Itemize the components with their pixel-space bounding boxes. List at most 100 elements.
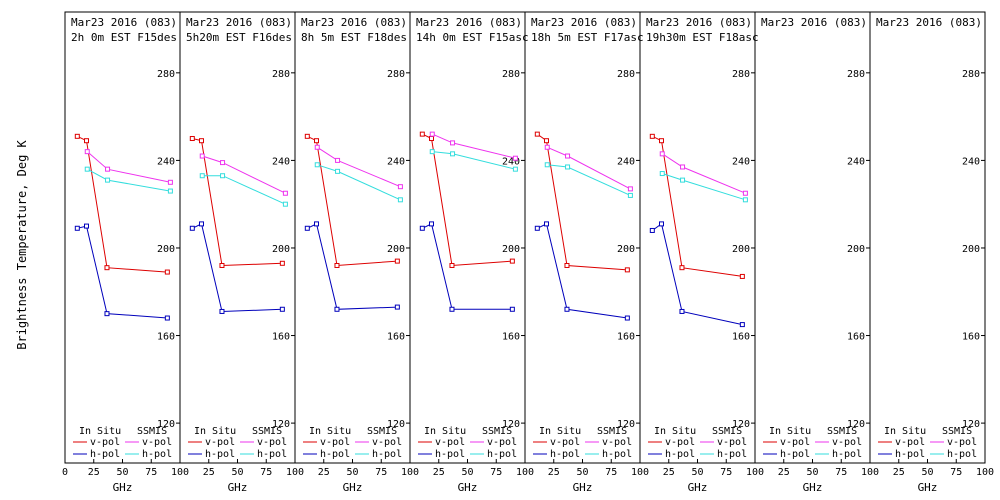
y-tick-label: 240 (272, 156, 290, 167)
x-tick-label: 50 (461, 467, 473, 478)
x-tick-label: 25 (433, 467, 445, 478)
series-line-in-situ-h-pol (77, 225, 168, 319)
data-point-in-situ-h-pol (624, 315, 630, 321)
data-point-ssmis-v-pol (742, 190, 748, 196)
legend-ssmis-label: SSMIS (252, 426, 282, 437)
x-tick-label: 75 (605, 467, 617, 478)
legend-insitu-label: In Situ (424, 426, 466, 437)
data-point-in-situ-v-pol (739, 273, 745, 279)
legend-ssmis-label: SSMIS (137, 426, 167, 437)
y-tick-label: 160 (157, 332, 175, 343)
legend-insitu-v-label: v-pol (205, 437, 235, 448)
data-point-ssmis-v-pol (314, 144, 320, 150)
y-axis-label: Brightness Temperature, Deg K (15, 139, 29, 349)
x-tick-label: 50 (921, 467, 933, 478)
y-tick-label: 280 (272, 69, 290, 80)
panel-subtitle: 5h20m EST F16des (186, 31, 292, 44)
data-point-in-situ-h-pol (429, 221, 435, 227)
legend-ssmis-h-label: h-pol (947, 449, 977, 460)
data-point-in-situ-v-pol (84, 138, 90, 144)
x-tick-label: 75 (950, 467, 962, 478)
data-point-ssmis-h-pol (282, 201, 288, 207)
data-point-in-situ-v-pol (394, 258, 400, 264)
series-line-in-situ-v-pol (537, 133, 628, 271)
data-point-in-situ-h-pol (74, 225, 80, 231)
panel-title: Mar23 2016 (083) (876, 16, 982, 29)
panel-5: Mar23 2016 (083) 18h 5m EST F17asc 120 160 2… (524, 11, 649, 494)
series-line-in-situ-v-pol (77, 135, 168, 273)
series-line-in-situ-h-pol (192, 223, 283, 313)
legend-insitu-label: In Situ (884, 426, 926, 437)
data-point-in-situ-v-pol (564, 262, 570, 268)
x-axis-label: GHz (918, 481, 938, 494)
x-axis-label: GHz (343, 481, 363, 494)
data-point-in-situ-h-pol (304, 225, 310, 231)
legend-insitu-v-label: v-pol (435, 437, 465, 448)
y-tick-label: 160 (272, 332, 290, 343)
legend-ssmis-h-label: h-pol (487, 449, 517, 460)
y-tick-label: 280 (387, 69, 405, 80)
data-point-ssmis-h-pol (105, 177, 111, 183)
x-tick-label: 75 (145, 467, 157, 478)
panel-7: Mar23 2016 (083) 120 160 200 240 280 25 50 75 100… (754, 11, 879, 494)
legend-insitu-label: In Situ (654, 426, 696, 437)
y-tick-label: 280 (157, 69, 175, 80)
panel-title: Mar23 2016 (083) (646, 16, 752, 29)
y-tick-label: 160 (387, 332, 405, 343)
y-tick-label: 200 (272, 244, 290, 255)
panel-6: Mar23 2016 (083) 19h30m EST F18asc 120 160 2… (639, 11, 764, 494)
legend-insitu-h-label: h-pol (205, 449, 235, 460)
legend-insitu-h-label: h-pol (550, 449, 580, 460)
legend-insitu-label: In Situ (309, 426, 351, 437)
data-point-ssmis-v-pol (565, 153, 571, 159)
y-tick-label: 240 (157, 156, 175, 167)
data-point-in-situ-v-pol (624, 267, 630, 273)
data-point-in-situ-v-pol (334, 262, 340, 268)
data-point-ssmis-v-pol (544, 144, 550, 150)
legend-insitu-h-label: h-pol (895, 449, 925, 460)
legend-insitu-v-label: v-pol (780, 437, 810, 448)
legend-insitu-label: In Situ (194, 426, 236, 437)
panel-title: Mar23 2016 (083) (186, 16, 292, 29)
data-point-in-situ-h-pol (534, 225, 540, 231)
data-point-ssmis-v-pol (659, 151, 665, 157)
data-point-ssmis-v-pol (84, 149, 90, 155)
y-tick-label: 160 (847, 332, 865, 343)
data-point-in-situ-v-pol (534, 131, 540, 137)
legend-ssmis-h-label: h-pol (257, 449, 287, 460)
y-tick-label: 200 (962, 244, 980, 255)
y-tick-label: 200 (617, 244, 635, 255)
data-point-in-situ-v-pol (679, 265, 685, 271)
data-point-ssmis-h-pol (314, 162, 320, 168)
legend-ssmis-v-label: v-pol (832, 437, 862, 448)
data-point-in-situ-h-pol (314, 221, 320, 227)
legend-insitu-v-label: v-pol (320, 437, 350, 448)
panel-title: Mar23 2016 (083) (531, 16, 637, 29)
legend-ssmis-h-label: h-pol (602, 449, 632, 460)
legend-ssmis-v-label: v-pol (487, 437, 517, 448)
y-tick-label: 200 (847, 244, 865, 255)
data-point-in-situ-h-pol (449, 306, 455, 312)
legend-ssmis-v-label: v-pol (947, 437, 977, 448)
x-tick-label: 100 (861, 467, 879, 478)
y-tick-label: 280 (502, 69, 520, 80)
data-point-ssmis-h-pol (659, 171, 665, 177)
data-point-in-situ-v-pol (104, 265, 110, 271)
legend-ssmis-v-label: v-pol (257, 437, 287, 448)
y-tick-label: 200 (157, 244, 175, 255)
data-point-ssmis-v-pol (335, 157, 341, 163)
data-point-in-situ-v-pol (509, 258, 515, 264)
legend-ssmis-h-label: h-pol (717, 449, 747, 460)
panel-2: Mar23 2016 (083) 5h20m EST F16des 120 160 20… (179, 11, 304, 494)
data-point-in-situ-h-pol (564, 306, 570, 312)
data-point-ssmis-h-pol (84, 166, 90, 172)
data-point-in-situ-v-pol (199, 138, 205, 144)
y-tick-label: 120 (157, 419, 175, 430)
panel-subtitle: 14h 0m EST F15asc (416, 31, 529, 44)
data-point-ssmis-v-pol (105, 166, 111, 172)
y-tick-label: 120 (962, 419, 980, 430)
x-tick-label: 50 (231, 467, 243, 478)
x-tick-label: 100 (631, 467, 649, 478)
x-tick-label: 25 (203, 467, 215, 478)
y-tick-label: 240 (962, 156, 980, 167)
